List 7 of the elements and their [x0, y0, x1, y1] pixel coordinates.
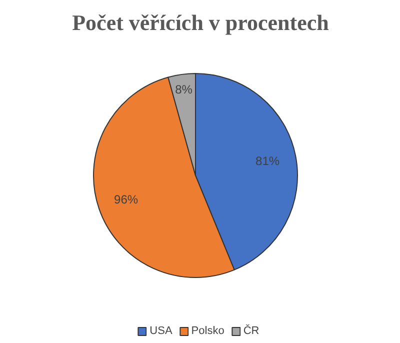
data-label: 81% [256, 154, 280, 168]
legend-label: Polsko [191, 325, 224, 337]
data-label: 8% [175, 82, 193, 97]
data-label: 96% [114, 192, 138, 206]
legend-label: ČR [243, 325, 260, 337]
legend-label: USA [150, 325, 172, 337]
chart-title: Počet věřících v procentech [72, 10, 329, 35]
